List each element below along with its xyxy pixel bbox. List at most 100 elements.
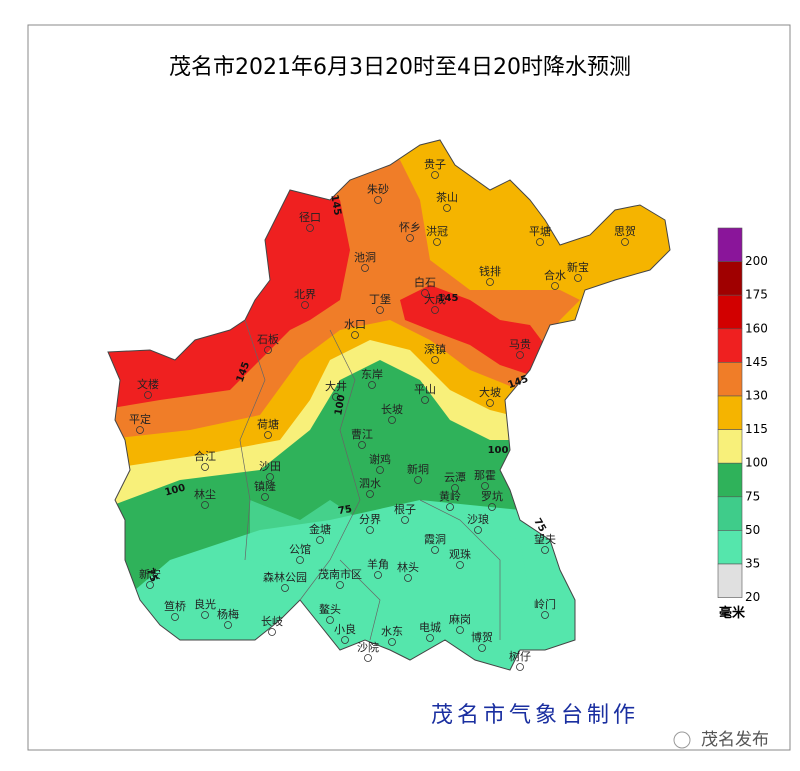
legend-swatch (717, 227, 743, 262)
frame (27, 24, 791, 751)
legend-label: 175 (745, 288, 768, 302)
place-name: 新垌 (407, 462, 429, 476)
place-name: 树仔 (509, 649, 531, 663)
legend-label: 130 (745, 389, 768, 403)
legend-label: 115 (745, 422, 768, 436)
place-name: 良光 (194, 597, 216, 611)
contour-label: 145 (328, 194, 342, 217)
place-name: 水口 (344, 318, 366, 331)
place-name: 金塘 (309, 522, 331, 536)
place-dot (264, 431, 272, 439)
place-name: 茂南市区 (318, 567, 362, 581)
place-dot (351, 331, 359, 339)
place-dot (401, 516, 409, 524)
place-dot (332, 393, 340, 401)
place-dot (551, 282, 559, 290)
place-dot (281, 584, 289, 592)
place-dot (536, 238, 544, 246)
place-name: 长岐 (261, 615, 283, 628)
legend-swatch (717, 294, 743, 330)
place-name: 森林公园 (263, 570, 307, 584)
place-dot (224, 621, 232, 629)
contour-label: 100 (488, 445, 509, 456)
place-dot (414, 476, 422, 484)
place-dot (201, 463, 209, 471)
place-name: 白石 (414, 275, 436, 289)
place-name: 麻岗 (449, 612, 471, 626)
place-name: 池洞 (354, 251, 376, 264)
place-name: 沙琅 (467, 512, 489, 526)
place-name: 石板 (257, 332, 279, 346)
place-dot (264, 346, 272, 354)
place-name: 泗水 (359, 477, 381, 490)
contour-label: 75 (144, 567, 159, 584)
place-name: 杨梅 (217, 607, 239, 621)
place-dot (144, 391, 152, 399)
place-dot (368, 381, 376, 389)
place-dot (486, 399, 494, 407)
place-dot (301, 301, 309, 309)
place-name: 大井 (325, 379, 347, 393)
legend-label: 160 (745, 321, 768, 335)
place-dot (431, 546, 439, 554)
place-name: 东岸 (361, 368, 383, 381)
legend-swatch (717, 395, 743, 430)
place-name: 贵子 (424, 158, 446, 171)
legend-label: 35 (745, 557, 760, 571)
place-dot (456, 626, 464, 634)
place-dot (261, 493, 269, 501)
place-name: 林头 (397, 560, 419, 574)
place-dot (474, 526, 482, 534)
place-name: 霞洞 (424, 533, 446, 546)
place-name: 小良 (334, 622, 356, 636)
place-name: 云潭 (444, 471, 466, 484)
place-name: 大坡 (479, 385, 501, 399)
place-name: 深镇 (424, 342, 446, 356)
place-dot (481, 482, 489, 490)
place-dot (574, 274, 582, 282)
place-name: 径口 (299, 211, 321, 224)
place-name: 合江 (194, 449, 216, 463)
legend-label: 75 (745, 489, 760, 503)
place-name: 博贺 (471, 631, 493, 644)
legend-label: 50 (745, 523, 760, 537)
place-dot (488, 503, 496, 511)
place-dot (421, 396, 429, 404)
legend-label: 145 (745, 355, 768, 369)
place-dot (268, 628, 276, 636)
place-dot (388, 416, 396, 424)
place-dot (426, 634, 434, 642)
place-name: 怀乡 (399, 221, 421, 234)
place-name: 沙院 (357, 640, 379, 654)
place-name: 平定 (129, 412, 151, 426)
place-name: 罗坑 (481, 489, 503, 503)
place-dot (376, 466, 384, 474)
place-name: 分界 (359, 513, 381, 526)
place-dot (171, 613, 179, 621)
legend-swatch (717, 462, 743, 498)
place-dot (146, 581, 154, 589)
place-name: 观珠 (449, 547, 471, 561)
place-dot (621, 238, 629, 246)
place-name: 思贺 (614, 225, 636, 238)
contour-label: 100 (333, 394, 347, 417)
place-name: 平山 (414, 383, 436, 396)
place-name: 笪桥 (164, 599, 186, 613)
place-name: 根子 (394, 502, 416, 516)
place-dot (406, 234, 414, 242)
place-dot (201, 501, 209, 509)
county-borders (239, 319, 501, 641)
place-dot (443, 204, 451, 212)
place-dot (316, 536, 324, 544)
place-dot (296, 556, 304, 564)
place-name: 羊角 (367, 557, 389, 571)
legend-label: 100 (745, 456, 768, 470)
place-dot (306, 224, 314, 232)
contour-label: 100 (164, 482, 187, 498)
place-name: 谢鸡 (369, 452, 391, 466)
place-dot (541, 546, 549, 554)
place-name: 大成 (424, 292, 446, 306)
place-dot (361, 264, 369, 272)
watermark: 茂名发布 (701, 730, 769, 750)
